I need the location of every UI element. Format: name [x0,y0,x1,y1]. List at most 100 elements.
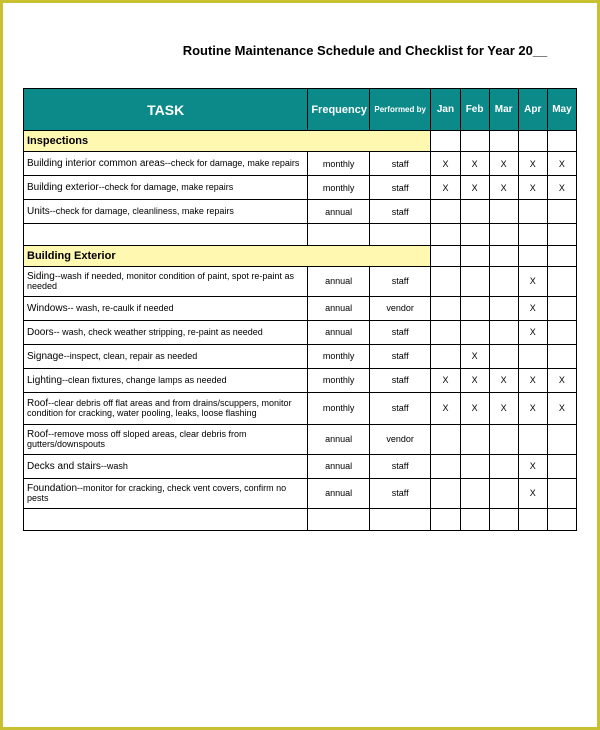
month-cell: X [518,478,547,508]
month-cell [431,454,460,478]
table-row: Doors-- wash, check weather stripping, r… [24,320,577,344]
month-cell: X [460,344,489,368]
month-cell: X [518,454,547,478]
month-cell: X [489,152,518,176]
empty-cell [431,131,460,152]
task-desc: --wash if needed, monitor condition of p… [27,271,294,291]
performed-by-cell: staff [369,200,431,224]
month-cell [547,344,576,368]
task-name: Building interior common areas [27,158,165,169]
col-month-mar: Mar [489,89,518,131]
task-desc: --inspect, clean, repair as needed [64,351,198,361]
frequency-cell: monthly [308,392,370,424]
month-cell [460,320,489,344]
col-task: TASK [24,89,308,131]
task-cell: Lighting--clean fixtures, change lamps a… [24,368,308,392]
month-cell: X [431,152,460,176]
empty-cell [489,131,518,152]
performed-by-cell: staff [369,478,431,508]
month-cell: X [431,368,460,392]
performed-by-cell: staff [369,392,431,424]
month-cell: X [489,176,518,200]
col-month-may: May [547,89,576,131]
month-cell: X [518,267,547,297]
performed-by-cell: staff [369,267,431,297]
month-cell: X [489,368,518,392]
col-performed-by: Performed by [369,89,431,131]
col-month-feb: Feb [460,89,489,131]
task-desc: --clean fixtures, change lamps as needed [62,375,227,385]
frequency-cell: annual [308,200,370,224]
performed-by-cell: staff [369,152,431,176]
blank-row [24,224,577,246]
table-row: Building exterior--check for damage, mak… [24,176,577,200]
task-cell: Foundation--monitor for cracking, check … [24,478,308,508]
task-cell: Doors-- wash, check weather stripping, r… [24,320,308,344]
empty-cell [547,131,576,152]
month-cell [431,200,460,224]
month-cell [489,320,518,344]
task-cell: Roof--clear debris off flat areas and fr… [24,392,308,424]
empty-cell [24,224,308,246]
month-cell: X [431,392,460,424]
month-cell: X [518,320,547,344]
task-desc: --remove moss off sloped areas, clear de… [27,429,247,449]
empty-cell [431,224,460,246]
task-desc: --check for damage, cleanliness, make re… [50,206,234,216]
task-cell: Roof--remove moss off sloped areas, clea… [24,424,308,454]
frequency-cell: annual [308,454,370,478]
section-row: Building Exterior [24,246,577,267]
month-cell [489,478,518,508]
empty-cell [369,508,431,530]
empty-cell [547,224,576,246]
table-row: Building interior common areas--check fo… [24,152,577,176]
month-cell [431,296,460,320]
month-cell [460,296,489,320]
frequency-cell: annual [308,478,370,508]
empty-cell [547,246,576,267]
table-header-row: TASK Frequency Performed by Jan Feb Mar … [24,89,577,131]
frequency-cell: monthly [308,344,370,368]
task-cell: Signage--inspect, clean, repair as neede… [24,344,308,368]
frequency-cell: annual [308,296,370,320]
empty-cell [547,508,576,530]
frequency-cell: annual [308,424,370,454]
task-name: Units [27,206,50,217]
col-month-jan: Jan [431,89,460,131]
task-name: Decks and stairs [27,461,101,472]
blank-row [24,508,577,530]
month-cell [489,424,518,454]
task-cell: Building exterior--check for damage, mak… [24,176,308,200]
task-cell: Units--check for damage, cleanliness, ma… [24,200,308,224]
month-cell: X [518,152,547,176]
empty-cell [460,508,489,530]
empty-cell [518,508,547,530]
month-cell: X [518,296,547,320]
empty-cell [518,224,547,246]
task-desc: -- wash, re-caulk if needed [68,303,174,313]
table-body: InspectionsBuilding interior common area… [24,131,577,531]
month-cell: X [460,368,489,392]
month-cell: X [547,152,576,176]
performed-by-cell: staff [369,368,431,392]
table-row: Siding--wash if needed, monitor conditio… [24,267,577,297]
month-cell: X [489,392,518,424]
empty-cell [518,246,547,267]
performed-by-cell: staff [369,454,431,478]
table-row: Windows-- wash, re-caulk if neededannual… [24,296,577,320]
frequency-cell: annual [308,320,370,344]
empty-cell [489,246,518,267]
month-cell [547,267,576,297]
month-cell [431,267,460,297]
month-cell [431,320,460,344]
section-label: Inspections [24,131,431,152]
month-cell: X [547,176,576,200]
performed-by-cell: vendor [369,424,431,454]
month-cell [460,478,489,508]
month-cell [547,200,576,224]
empty-cell [24,508,308,530]
month-cell: X [518,392,547,424]
month-cell: X [518,368,547,392]
task-desc: --clear debris off flat areas and from d… [27,398,292,418]
empty-cell [308,224,370,246]
